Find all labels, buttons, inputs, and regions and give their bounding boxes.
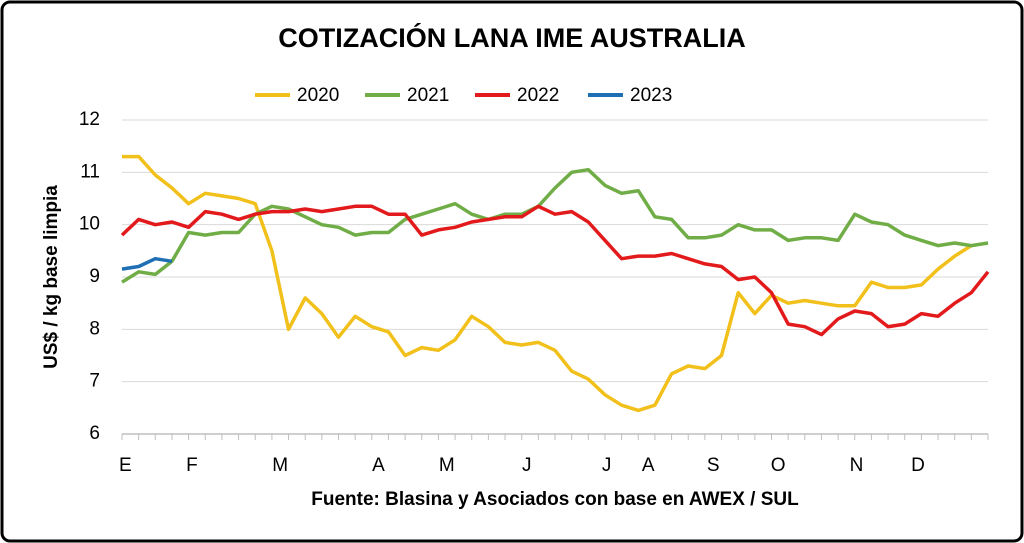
y-tick-label: 7 <box>89 371 100 392</box>
series-line <box>120 204 990 337</box>
x-tick-label: A <box>372 455 385 476</box>
series-line <box>121 167 989 284</box>
y-tick-label: 8 <box>89 318 100 339</box>
x-tick-label: M <box>272 455 288 476</box>
y-tick-label: 9 <box>89 266 100 287</box>
chart-title: COTIZACIÓN LANA IME AUSTRALIA <box>278 22 745 53</box>
y-tick-label: 6 <box>89 423 100 444</box>
y-tick-label: 11 <box>80 161 100 182</box>
x-tick-label: E <box>119 455 132 476</box>
x-tick-label: A <box>642 455 655 476</box>
x-tick-label: J <box>602 455 612 476</box>
y-tick-label: 12 <box>79 109 100 130</box>
x-tick-label: N <box>850 455 864 476</box>
legend-label: 2021 <box>407 85 449 106</box>
series-line <box>122 154 973 413</box>
x-tick-label: O <box>771 455 786 476</box>
x-tick-label: S <box>707 455 720 476</box>
x-tick-label: M <box>439 455 455 476</box>
y-axis-label: US$ / kg base limpia <box>41 185 62 369</box>
x-tick-label: F <box>186 455 198 476</box>
x-axis-label: Fuente: Blasina y Asociados con base en … <box>311 489 799 510</box>
series-line <box>121 256 173 271</box>
legend-label: 2020 <box>297 85 339 106</box>
x-tick-label: D <box>911 455 925 476</box>
legend-label: 2023 <box>630 85 672 106</box>
legend-label: 2022 <box>517 85 559 106</box>
x-tick-label: J <box>522 455 532 476</box>
y-tick-label: 10 <box>79 214 100 235</box>
